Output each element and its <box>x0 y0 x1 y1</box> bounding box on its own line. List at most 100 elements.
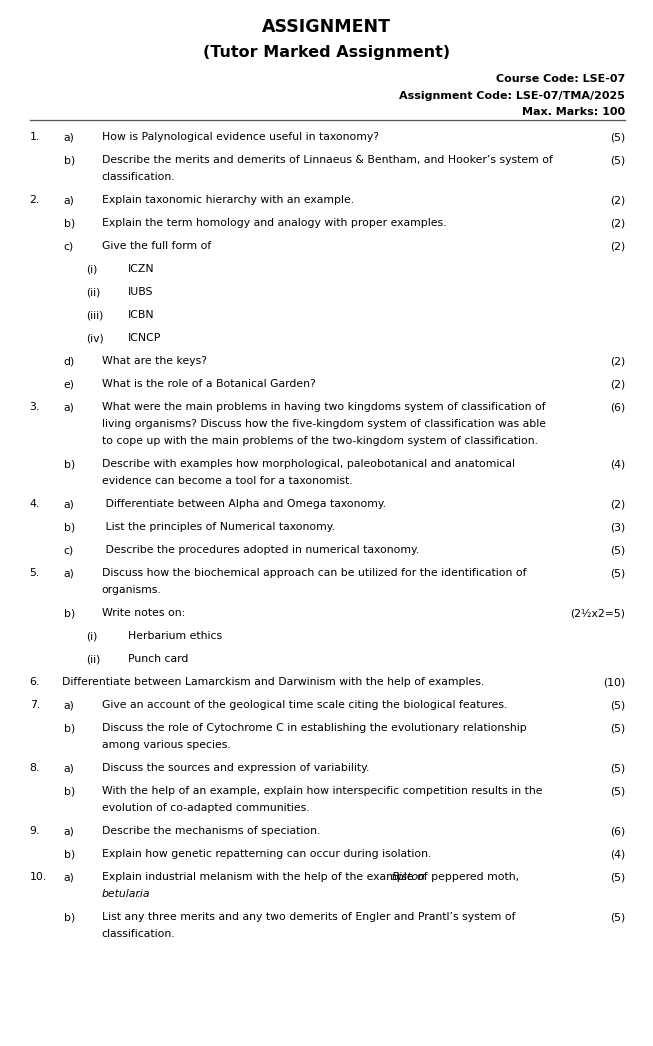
Text: Discuss the sources and expression of variability.: Discuss the sources and expression of va… <box>102 764 369 773</box>
Text: b): b) <box>63 609 75 618</box>
Text: (2): (2) <box>610 357 626 366</box>
Text: List any three merits and any two demerits of Engler and Prantl’s system of: List any three merits and any two demeri… <box>102 912 515 923</box>
Text: a): a) <box>63 701 74 710</box>
Text: (Tutor Marked Assignment): (Tutor Marked Assignment) <box>203 45 450 60</box>
Text: a): a) <box>63 872 74 883</box>
Text: organisms.: organisms. <box>102 586 161 595</box>
Text: classification.: classification. <box>102 173 175 182</box>
Text: (5): (5) <box>610 133 626 142</box>
Text: List the principles of Numerical taxonomy.: List the principles of Numerical taxonom… <box>102 522 334 532</box>
Text: (10): (10) <box>603 678 626 687</box>
Text: (5): (5) <box>610 872 626 883</box>
Text: (5): (5) <box>610 787 626 796</box>
Text: a): a) <box>63 568 74 578</box>
Text: Explain how genetic repatterning can occur during isolation.: Explain how genetic repatterning can occ… <box>102 849 431 860</box>
Text: (2): (2) <box>610 499 626 509</box>
Text: a): a) <box>63 133 74 142</box>
Text: a): a) <box>63 826 74 837</box>
Text: How is Palynological evidence useful in taxonomy?: How is Palynological evidence useful in … <box>102 133 379 142</box>
Text: 7.: 7. <box>29 701 40 710</box>
Text: ICZN: ICZN <box>127 265 154 274</box>
Text: (ii): (ii) <box>86 288 100 297</box>
Text: 10.: 10. <box>29 872 47 883</box>
Text: (3): (3) <box>610 522 626 532</box>
Text: Differentiate between Alpha and Omega taxonomy.: Differentiate between Alpha and Omega ta… <box>102 499 386 509</box>
Text: a): a) <box>63 403 74 412</box>
Text: (6): (6) <box>610 826 626 837</box>
Text: (iii): (iii) <box>86 311 103 320</box>
Text: d): d) <box>63 357 75 366</box>
Text: (4): (4) <box>610 849 626 860</box>
Text: Discuss the role of Cytochrome C in establishing the evolutionary relationship: Discuss the role of Cytochrome C in esta… <box>102 724 526 733</box>
Text: Give the full form of: Give the full form of <box>102 242 211 251</box>
Text: (5): (5) <box>610 701 626 710</box>
Text: Describe the procedures adopted in numerical taxonomy.: Describe the procedures adopted in numer… <box>102 545 419 555</box>
Text: Describe the mechanisms of speciation.: Describe the mechanisms of speciation. <box>102 826 320 837</box>
Text: a): a) <box>63 196 74 205</box>
Text: b): b) <box>63 912 75 923</box>
Text: (5): (5) <box>610 912 626 923</box>
Text: ASSIGNMENT: ASSIGNMENT <box>262 19 391 37</box>
Text: (2): (2) <box>610 380 626 389</box>
Text: to cope up with the main problems of the two-kingdom system of classification.: to cope up with the main problems of the… <box>102 436 537 447</box>
Text: a): a) <box>63 499 74 509</box>
Text: With the help of an example, explain how interspecific competition results in th: With the help of an example, explain how… <box>102 787 542 796</box>
Text: Explain industrial melanism with the help of the example of peppered moth,: Explain industrial melanism with the hel… <box>102 872 522 883</box>
Text: (5): (5) <box>610 545 626 555</box>
Text: IUBS: IUBS <box>127 288 153 297</box>
Text: b): b) <box>63 849 75 860</box>
Text: b): b) <box>63 724 75 733</box>
Text: classification.: classification. <box>102 930 175 939</box>
Text: b): b) <box>63 156 75 165</box>
Text: Explain the term homology and analogy with proper examples.: Explain the term homology and analogy wi… <box>102 219 446 228</box>
Text: (5): (5) <box>610 568 626 578</box>
Text: (5): (5) <box>610 724 626 733</box>
Text: (iv): (iv) <box>86 334 103 343</box>
Text: b): b) <box>63 522 75 532</box>
Text: b): b) <box>63 787 75 796</box>
Text: (2½x2=5): (2½x2=5) <box>570 609 626 618</box>
Text: betularia: betularia <box>102 889 150 900</box>
Text: Punch card: Punch card <box>127 655 188 664</box>
Text: Herbarium ethics: Herbarium ethics <box>127 632 222 641</box>
Text: evidence can become a tool for a taxonomist.: evidence can become a tool for a taxonom… <box>102 477 352 486</box>
Text: (4): (4) <box>610 459 626 470</box>
Text: (5): (5) <box>610 764 626 773</box>
Text: Explain taxonomic hierarchy with an example.: Explain taxonomic hierarchy with an exam… <box>102 196 354 205</box>
Text: 1.: 1. <box>29 133 40 142</box>
Text: What is the role of a Botanical Garden?: What is the role of a Botanical Garden? <box>102 380 315 389</box>
Text: evolution of co-adapted communities.: evolution of co-adapted communities. <box>102 803 310 814</box>
Text: .: . <box>136 889 140 900</box>
Text: 8.: 8. <box>29 764 40 773</box>
Text: (2): (2) <box>610 196 626 205</box>
Text: 2.: 2. <box>29 196 40 205</box>
Text: Max. Marks: 100: Max. Marks: 100 <box>522 107 626 117</box>
Text: What were the main problems in having two kingdoms system of classification of: What were the main problems in having tw… <box>102 403 545 412</box>
Text: (i): (i) <box>86 632 97 641</box>
Text: Discuss how the biochemical approach can be utilized for the identification of: Discuss how the biochemical approach can… <box>102 568 526 578</box>
Text: (5): (5) <box>610 156 626 165</box>
Text: (6): (6) <box>610 403 626 412</box>
Text: c): c) <box>63 545 74 555</box>
Text: 5.: 5. <box>29 568 40 578</box>
Text: What are the keys?: What are the keys? <box>102 357 206 366</box>
Text: (i): (i) <box>86 265 97 274</box>
Text: e): e) <box>63 380 74 389</box>
Text: 6.: 6. <box>29 678 40 687</box>
Text: Course Code: LSE-07: Course Code: LSE-07 <box>496 74 626 85</box>
Text: Assignment Code: LSE-07/TMA/2025: Assignment Code: LSE-07/TMA/2025 <box>400 91 626 100</box>
Text: Differentiate between Lamarckism and Darwinism with the help of examples.: Differentiate between Lamarckism and Dar… <box>61 678 484 687</box>
Text: Biston: Biston <box>391 872 425 883</box>
Text: Describe with examples how morphological, paleobotanical and anatomical: Describe with examples how morphological… <box>102 459 515 470</box>
Text: a): a) <box>63 764 74 773</box>
Text: Write notes on:: Write notes on: <box>102 609 185 618</box>
Text: ICBN: ICBN <box>127 311 154 320</box>
Text: ICNCP: ICNCP <box>127 334 161 343</box>
Text: living organisms? Discuss how the five-kingdom system of classification was able: living organisms? Discuss how the five-k… <box>102 419 546 430</box>
Text: c): c) <box>63 242 74 251</box>
Text: b): b) <box>63 459 75 470</box>
Text: Describe the merits and demerits of Linnaeus & Bentham, and Hooker’s system of: Describe the merits and demerits of Linn… <box>102 156 552 165</box>
Text: 4.: 4. <box>29 499 40 509</box>
Text: b): b) <box>63 219 75 228</box>
Text: (ii): (ii) <box>86 655 100 664</box>
